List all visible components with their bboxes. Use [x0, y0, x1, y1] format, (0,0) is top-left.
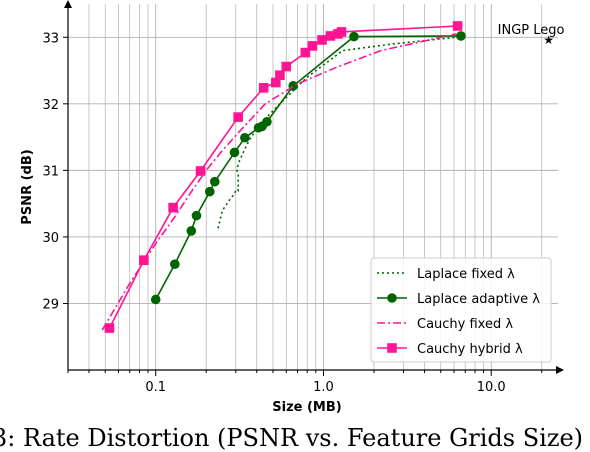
legend-marker [387, 293, 397, 303]
data-point [262, 116, 272, 127]
legend-item: Laplace fixed λ [377, 267, 515, 282]
y-tick-label: 29 [42, 297, 59, 312]
data-point [229, 147, 240, 158]
legend: Laplace fixed λ Laplace adaptive λ Cauchy … [370, 257, 552, 363]
legend-box [370, 257, 552, 363]
y-tick-label: 30 [42, 231, 59, 246]
axes [64, 0, 564, 374]
series-4 [104, 21, 463, 333]
legend-marker [387, 343, 397, 353]
data-point [452, 21, 463, 31]
data-point [204, 186, 215, 197]
data-point [336, 27, 347, 37]
data-point [258, 83, 269, 93]
series-layer [101, 21, 466, 333]
star-icon: ★ [543, 33, 554, 47]
data-point [281, 61, 292, 72]
y-tick-label: 32 [42, 98, 59, 113]
series-line [217, 36, 457, 229]
x-axis-ticks: 0.1 1.0 10.0 [67, 370, 543, 395]
legend-item: Cauchy fixed λ [377, 317, 513, 332]
legend-label: Cauchy hybrid λ [417, 342, 523, 357]
data-point [139, 255, 149, 265]
legend-item: Cauchy hybrid λ [377, 342, 523, 357]
data-point [150, 294, 161, 305]
annotations-layer: ★INGP Lego [498, 23, 565, 47]
data-point [186, 226, 197, 236]
series-line [101, 33, 457, 331]
y-axis-arrow [64, 0, 72, 8]
data-point [195, 166, 206, 176]
legend-label: Laplace fixed λ [417, 267, 515, 282]
legend-item: Laplace adaptive λ [377, 292, 540, 307]
data-point [104, 323, 115, 333]
data-point [300, 47, 311, 58]
data-point [170, 259, 180, 269]
data-point [456, 31, 466, 41]
legend-label: Laplace adaptive λ [417, 292, 540, 307]
y-axis-ticks: 29 30 31 32 33 [42, 31, 68, 312]
data-point [233, 112, 243, 122]
series-1 [217, 36, 457, 229]
x-axis-title: Size (MB) [272, 400, 341, 415]
data-point [317, 35, 327, 45]
figure-caption: 3: Rate Distortion (PSNR vs. Feature Gri… [0, 424, 590, 452]
x-tick-label: 1.0 [313, 380, 334, 395]
x-tick-label: 10.0 [477, 380, 506, 395]
data-point [168, 202, 178, 213]
series-2 [150, 31, 466, 305]
y-tick-label: 31 [42, 164, 59, 179]
y-tick-label: 33 [42, 31, 59, 46]
data-point [210, 176, 220, 187]
data-point [307, 41, 318, 51]
data-point [275, 70, 285, 81]
data-point [349, 31, 359, 42]
annotation-label: INGP Lego [498, 23, 565, 38]
y-axis-title: PSNR (dB) [20, 149, 35, 224]
data-point [191, 210, 202, 221]
series-3 [101, 33, 457, 331]
legend-label: Cauchy fixed λ [417, 317, 513, 332]
x-tick-label: 0.1 [145, 380, 166, 395]
data-point [240, 132, 250, 143]
x-axis-arrow [556, 366, 564, 374]
